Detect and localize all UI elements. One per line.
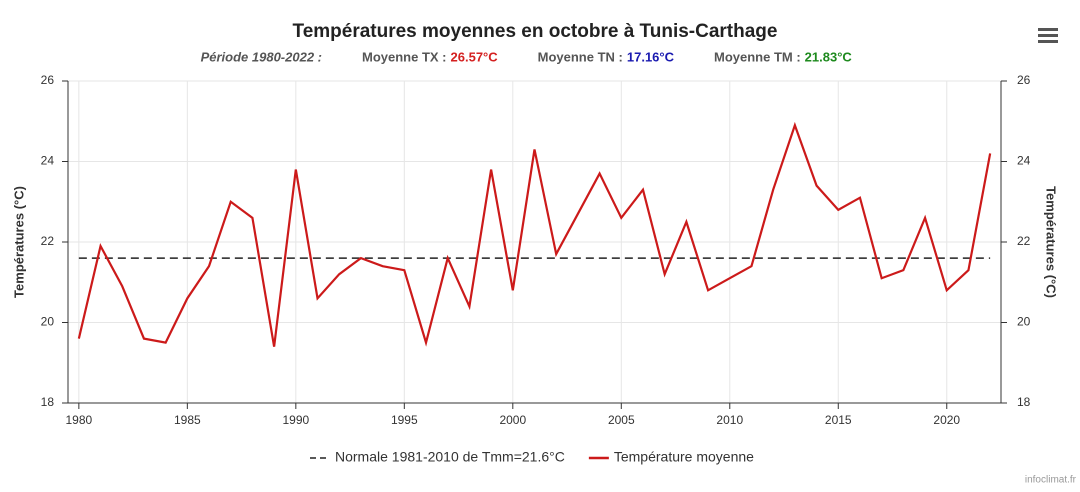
- y2-tick-label: 22: [1017, 234, 1031, 248]
- x-tick-label: 2015: [825, 413, 852, 427]
- x-tick-label: 1980: [65, 413, 92, 427]
- subtitle-period: Période 1980-2022 :: [201, 49, 322, 64]
- y-axis-label: Températures (°C): [11, 186, 26, 298]
- menu-bar: [1038, 34, 1058, 37]
- legend-label: Température moyenne: [614, 449, 754, 465]
- chart-title: Températures moyennes en octobre à Tunis…: [293, 21, 778, 42]
- subtitle-stat-value: 17.16°C: [627, 49, 675, 64]
- x-tick-label: 1995: [391, 413, 418, 427]
- y-tick-label: 20: [41, 315, 55, 329]
- x-tick-label: 2005: [608, 413, 635, 427]
- subtitle-stat-label: Moyenne TN :: [538, 49, 623, 64]
- y-tick-label: 22: [41, 234, 55, 248]
- menu-button[interactable]: [1038, 28, 1058, 43]
- series-line: [77, 121, 992, 347]
- x-tick-label: 1990: [282, 413, 309, 427]
- x-tick-label: 2010: [716, 413, 743, 427]
- credit: infoclimat.fr: [1025, 475, 1077, 486]
- subtitle-stat-value: 21.83°C: [805, 49, 853, 64]
- y2-tick-label: 20: [1017, 315, 1031, 329]
- menu-bar: [1038, 40, 1058, 43]
- x-tick-label: 2000: [499, 413, 526, 427]
- y2-tick-label: 24: [1017, 154, 1031, 168]
- y-tick-label: 24: [41, 154, 55, 168]
- subtitle-stat-label: Moyenne TM :: [714, 49, 801, 64]
- x-tick-label: 1985: [174, 413, 201, 427]
- legend-label: Normale 1981-2010 de Tmm=21.6°C: [335, 449, 565, 465]
- y2-tick-label: 26: [1017, 73, 1031, 87]
- subtitle-stat-value: 26.57°C: [451, 49, 499, 64]
- subtitle-stat-label: Moyenne TX :: [362, 49, 447, 64]
- x-tick-label: 2020: [933, 413, 960, 427]
- y-tick-label: 26: [41, 73, 55, 87]
- y2-axis-label: Températures (°C): [1044, 186, 1059, 298]
- menu-bar: [1038, 28, 1058, 31]
- y-tick-label: 18: [41, 395, 55, 409]
- y2-tick-label: 18: [1017, 395, 1031, 409]
